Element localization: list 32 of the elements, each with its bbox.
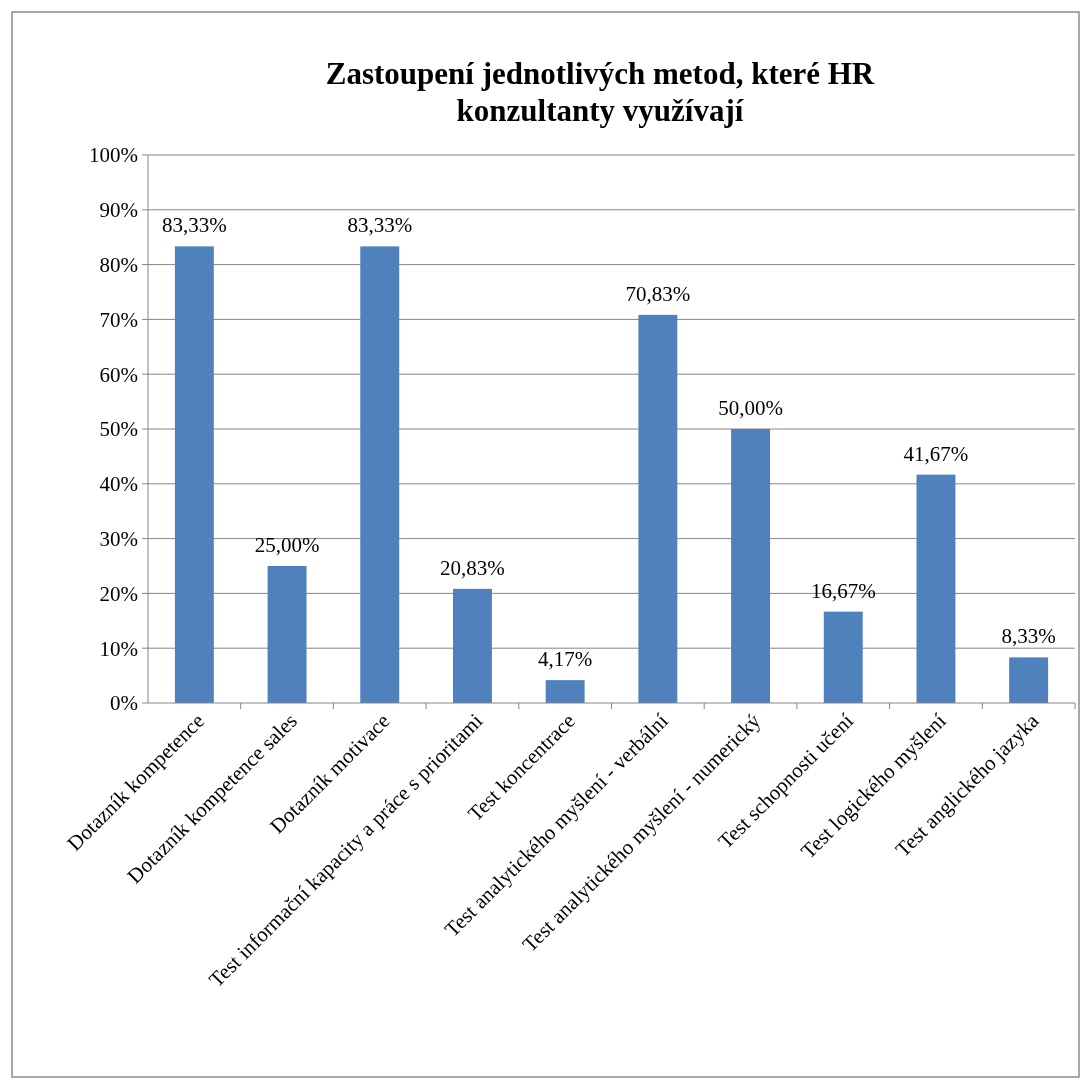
bar — [823, 611, 863, 703]
data-label: 8,33% — [1001, 624, 1056, 649]
y-tick-label: 0% — [110, 691, 138, 716]
data-label: 83,33% — [161, 213, 227, 238]
y-tick-label: 30% — [99, 526, 138, 551]
bar — [916, 474, 956, 703]
bar — [267, 566, 307, 703]
bar — [638, 314, 678, 703]
y-tick-label: 40% — [99, 472, 138, 497]
bar — [545, 680, 585, 703]
data-label: 41,67% — [903, 441, 969, 466]
data-label: 50,00% — [718, 396, 783, 420]
y-tick-label: 70% — [99, 307, 138, 332]
y-tick-label: 100% — [89, 143, 138, 168]
data-label: 25,00% — [254, 533, 320, 557]
bar — [452, 588, 492, 703]
bar — [1009, 657, 1049, 703]
data-label: 70,83% — [625, 281, 691, 306]
y-tick-label: 80% — [99, 252, 138, 277]
data-label: 20,83% — [440, 555, 505, 580]
y-tick-label: 20% — [99, 581, 138, 606]
data-label: 16,67% — [810, 578, 876, 603]
data-label: 4,17% — [538, 647, 593, 672]
y-tick-label: 50% — [99, 417, 138, 442]
bar — [174, 246, 214, 703]
y-tick-label: 10% — [99, 636, 138, 661]
bar — [731, 429, 771, 703]
data-label: 83,33% — [347, 213, 413, 238]
y-tick-label: 60% — [99, 362, 138, 387]
chart-title: Zastoupení jednotlivých metod, které HR konzultanty využívají — [325, 56, 875, 128]
y-tick-label: 90% — [99, 198, 138, 223]
bar — [360, 246, 400, 703]
